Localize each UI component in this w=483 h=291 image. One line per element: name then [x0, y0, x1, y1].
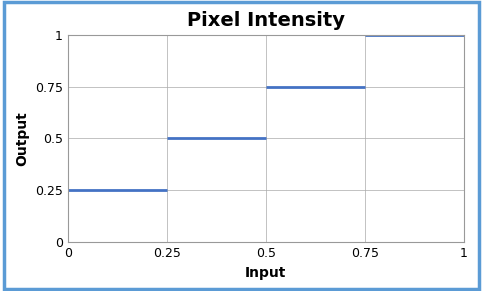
Y-axis label: Output: Output [15, 111, 29, 166]
Title: Pixel Intensity: Pixel Intensity [187, 11, 345, 30]
X-axis label: Input: Input [245, 266, 286, 280]
